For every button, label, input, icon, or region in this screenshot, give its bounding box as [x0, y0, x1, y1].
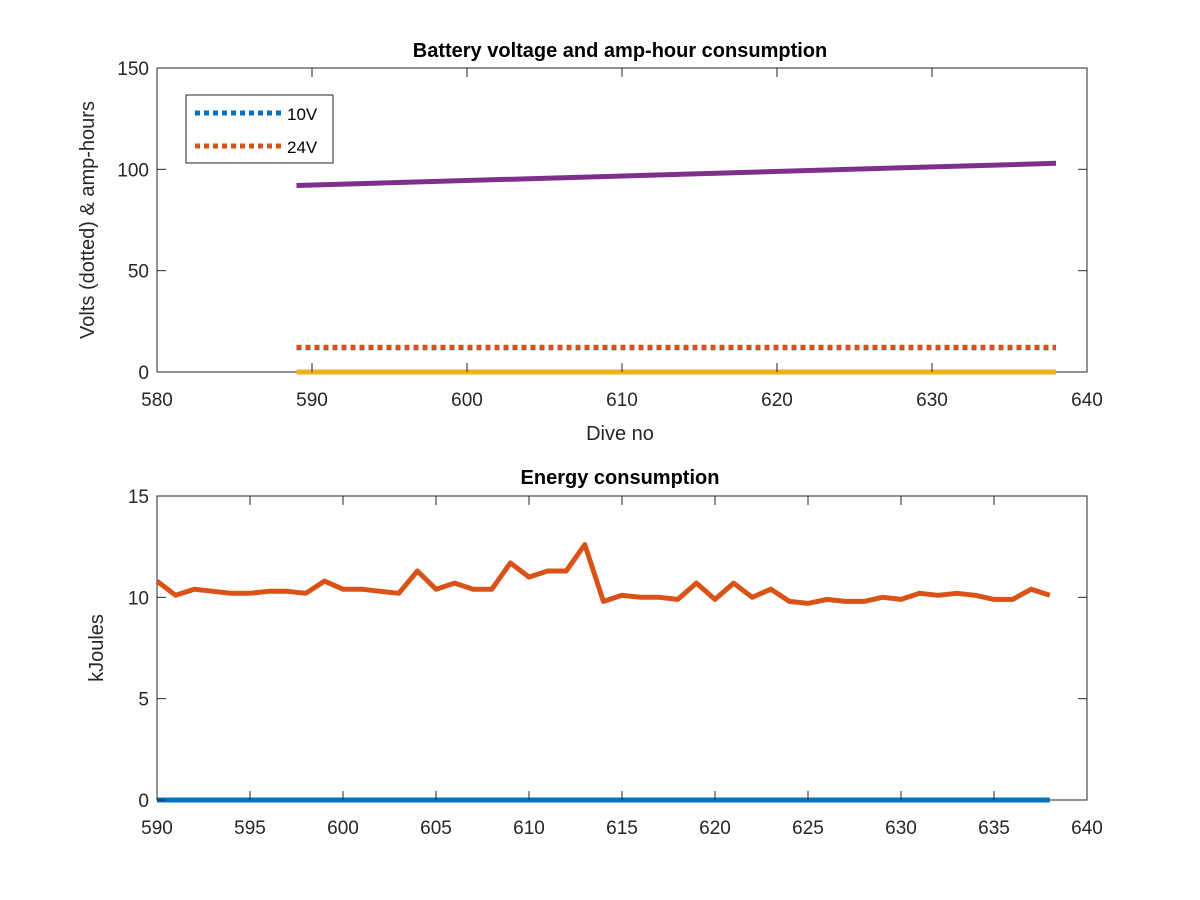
energy-x-tick-label: 600 — [327, 818, 359, 839]
energy-title: Energy consumption — [521, 467, 720, 489]
voltage-amphour-y-tick-label: 0 — [138, 363, 149, 384]
voltage-amphour-x-ticks: 580 590 600 610 620 630 640 — [141, 68, 1103, 411]
energy-y-tick-label: 15 — [128, 487, 149, 508]
voltage-amphour-y-tick-label: 100 — [117, 160, 149, 181]
voltage-amphour-title: Battery voltage and amp-hour consumption — [413, 40, 827, 62]
voltage-amphour-x-tick-label: 640 — [1071, 390, 1103, 411]
voltage-amphour-x-tick-label: 610 — [606, 390, 638, 411]
energy-x-ticks: 590 595 600 605 610 615 620 625 630 635 640 — [141, 496, 1103, 839]
voltage-amphour-x-label: Dive no — [586, 423, 654, 445]
energy-x-tick-label: 630 — [885, 818, 917, 839]
energy-x-tick-label: 635 — [978, 818, 1010, 839]
voltage-amphour-y-tick-label: 50 — [128, 262, 149, 283]
energy-y-tick-label: 10 — [128, 588, 149, 609]
energy-y-label: kJoules — [86, 614, 108, 682]
legend: 10V 24V — [185, 94, 334, 164]
energy-x-tick-label: 615 — [606, 818, 638, 839]
voltage-amphour-axes: 580 590 600 610 620 630 640 0 50 100 150 Battery … — [77, 40, 1103, 445]
voltage-amphour-y-ticks: 0 50 100 150 — [117, 59, 1087, 384]
voltage-amphour-x-tick-label: 600 — [451, 390, 483, 411]
legend-label-10v: 10V — [287, 105, 318, 124]
energy-y-tick-label: 0 — [138, 791, 149, 812]
energy-y-ticks: 0 5 10 15 — [128, 487, 1087, 812]
voltage-amphour-x-tick-label: 580 — [141, 390, 173, 411]
energy-x-tick-label: 640 — [1071, 818, 1103, 839]
legend-label-24v: 24V — [287, 138, 318, 157]
energy-series-line-1 — [155, 542, 1051, 606]
energy-x-tick-label: 595 — [234, 818, 266, 839]
voltage-amphour-x-tick-label: 590 — [296, 390, 328, 411]
voltage-amphour-x-tick-label: 630 — [916, 390, 948, 411]
energy-x-tick-label: 590 — [141, 818, 173, 839]
energy-x-tick-label: 610 — [513, 818, 545, 839]
voltage-amphour-series-group — [296, 160, 1057, 375]
voltage-amphour-series-line-2 — [296, 160, 1057, 188]
energy-axes: 590 595 600 605 610 615 620 625 630 635 640 0 5 10 15… — [86, 467, 1103, 839]
energy-y-tick-label: 5 — [138, 690, 149, 711]
legend-box — [185, 94, 334, 164]
energy-plot-frame — [156, 495, 1088, 801]
energy-x-tick-label: 605 — [420, 818, 452, 839]
voltage-amphour-x-tick-label: 620 — [761, 390, 793, 411]
energy-x-tick-label: 620 — [699, 818, 731, 839]
voltage-amphour-y-label: Volts (dotted) & amp-hours — [77, 101, 99, 339]
voltage-amphour-y-tick-label: 150 — [117, 59, 149, 80]
energy-x-tick-label: 625 — [792, 818, 824, 839]
